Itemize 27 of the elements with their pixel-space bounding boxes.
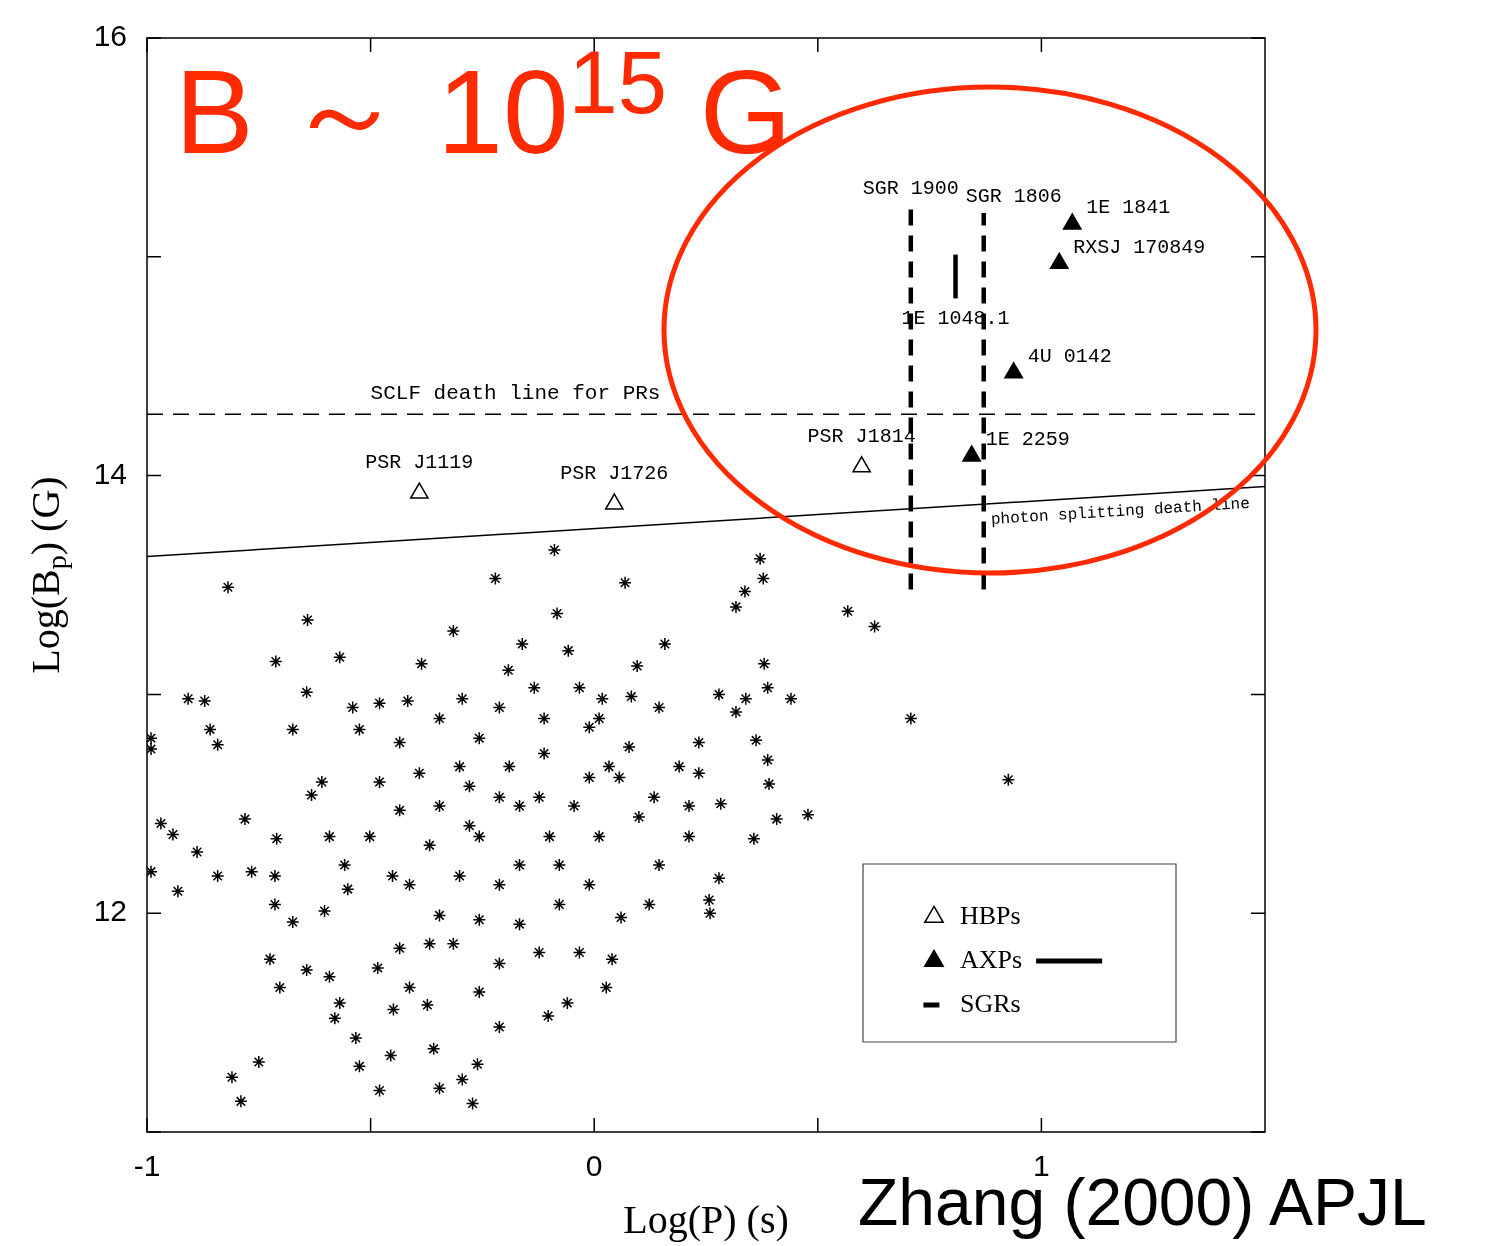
annotation: 4U 0142 — [1027, 345, 1112, 369]
legend-label: HBPs — [960, 900, 1021, 930]
point — [409, 482, 429, 499]
point — [962, 445, 982, 462]
x-tick-label: -1 — [133, 1149, 161, 1183]
annotation: SGR 1806 — [965, 185, 1062, 209]
point — [604, 493, 624, 510]
point — [1049, 252, 1069, 270]
annotation: 1E 2259 — [985, 428, 1070, 452]
point — [852, 456, 872, 473]
point — [1062, 213, 1082, 230]
annotation: SGR 1900 — [862, 176, 959, 200]
x-tick-label: 1 — [1033, 1149, 1050, 1183]
x-axis-title: Log(P) (s) — [623, 1196, 789, 1242]
y-tick-label: 14 — [93, 456, 127, 490]
point — [1004, 362, 1024, 379]
legend-label: AXPs — [960, 944, 1023, 974]
annotation: PSR J1119 — [365, 451, 474, 475]
annotation: 1E 1841 — [1086, 196, 1171, 220]
annotation: PSR J1726 — [560, 462, 669, 486]
x-tick-label: 0 — [585, 1149, 603, 1183]
ref-line-label: SCLF death line for PRs — [370, 382, 661, 406]
y-tick-label: 12 — [93, 894, 127, 928]
annotation: RXSJ 170849 — [1073, 235, 1206, 259]
legend-label: SGRs — [960, 988, 1021, 1018]
annotation: B ～ 10$^{15}$ G — [175, 33, 792, 178]
y-tick-label: 16 — [93, 19, 127, 53]
